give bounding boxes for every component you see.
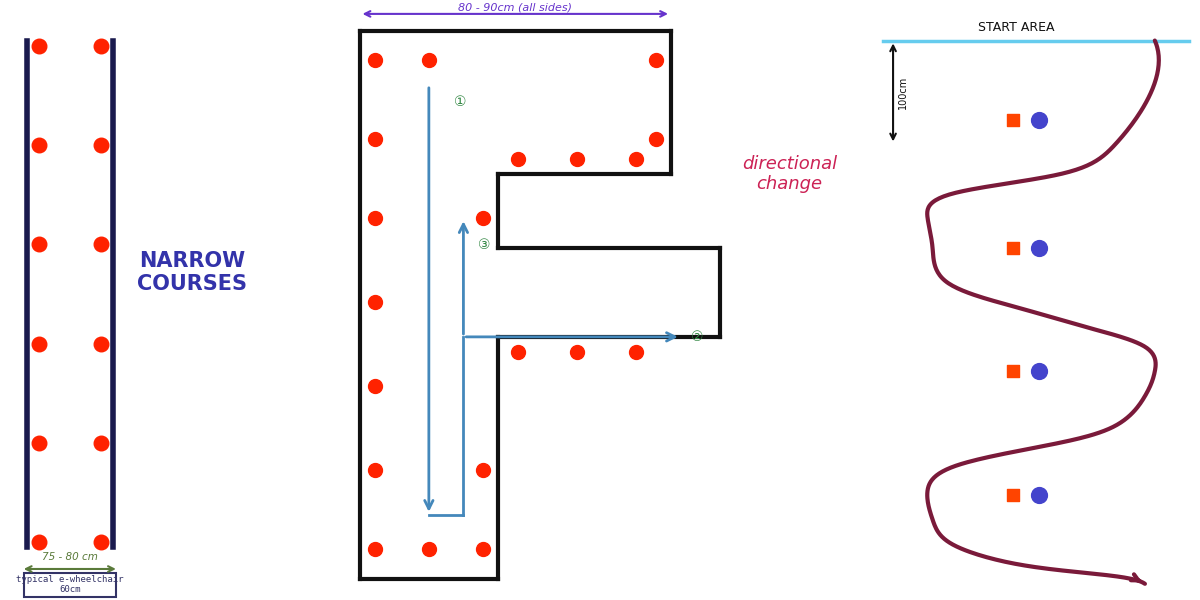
Text: START AREA: START AREA [978, 20, 1055, 34]
Point [1030, 490, 1049, 500]
Text: typical e-wheelchair
60cm: typical e-wheelchair 60cm [16, 575, 124, 595]
Point [365, 134, 384, 144]
Text: ①: ① [454, 95, 466, 109]
Point [568, 154, 587, 164]
Point [91, 538, 110, 547]
Point [91, 339, 110, 349]
Point [647, 134, 666, 144]
Point [91, 140, 110, 149]
FancyBboxPatch shape [24, 573, 115, 596]
Point [1030, 115, 1049, 124]
Point [1003, 367, 1022, 376]
Point [1003, 115, 1022, 124]
Point [474, 466, 493, 475]
Point [365, 56, 384, 65]
Point [508, 154, 527, 164]
Point [1003, 243, 1022, 253]
Point [91, 41, 110, 50]
Point [29, 140, 48, 149]
Point [1030, 367, 1049, 376]
Text: directional
change: directional change [742, 155, 836, 193]
Point [1030, 243, 1049, 253]
Text: 75 - 80 cm: 75 - 80 cm [42, 552, 97, 562]
Text: 100cm: 100cm [898, 76, 908, 109]
Point [365, 298, 384, 307]
Point [365, 214, 384, 223]
Point [29, 239, 48, 249]
Point [29, 538, 48, 547]
Point [568, 347, 587, 356]
Text: 80 - 90cm (all sides): 80 - 90cm (all sides) [458, 3, 572, 13]
Text: ③: ③ [479, 238, 491, 252]
Point [419, 544, 438, 554]
Point [474, 544, 493, 554]
Point [626, 154, 646, 164]
Point [29, 339, 48, 349]
Point [647, 56, 666, 65]
Point [91, 438, 110, 448]
Point [365, 466, 384, 475]
Point [91, 239, 110, 249]
Point [419, 56, 438, 65]
Point [474, 214, 493, 223]
Point [29, 41, 48, 50]
Point [365, 544, 384, 554]
Point [29, 438, 48, 448]
Text: ②: ② [690, 330, 703, 344]
Point [1003, 490, 1022, 500]
Point [626, 347, 646, 356]
Text: NARROW
COURSES: NARROW COURSES [137, 251, 247, 294]
Point [365, 382, 384, 391]
Point [508, 347, 527, 356]
